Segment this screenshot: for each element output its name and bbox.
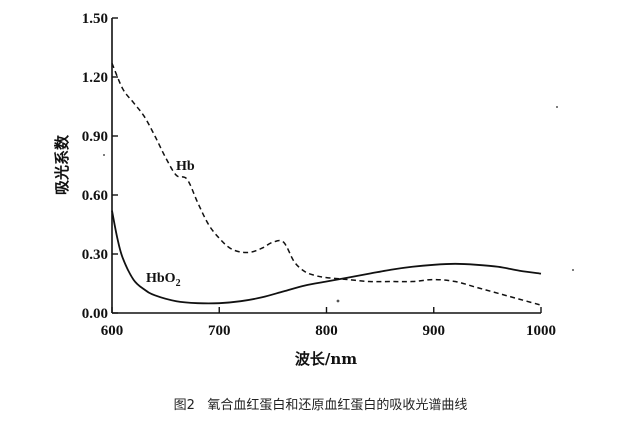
speck — [336, 299, 340, 303]
speck — [572, 269, 574, 271]
series-label-hbo2-subscript: 2 — [176, 278, 181, 289]
figure-caption: 图2 氧合血红蛋白和还原血红蛋白的吸收光谱曲线 — [173, 398, 468, 413]
series-layer — [111, 62, 542, 306]
x-tick-label: 700 — [208, 323, 231, 339]
x-tick-label: 800 — [315, 323, 338, 339]
y-axis-ticks: 0.00 0.30 0.60 0.90 1.20 1.50 — [82, 11, 118, 322]
y-axis-title: 吸光系数 — [53, 134, 71, 195]
y-tick-label: 1.20 — [82, 70, 108, 86]
x-axis-ticks: 600 700 800 900 1000 — [101, 307, 556, 339]
x-tick-label: 900 — [423, 323, 446, 339]
series-label-hbo2-base: HbO — [146, 271, 176, 286]
y-tick-label: 0.00 — [82, 306, 108, 322]
x-tick-label: 1000 — [526, 323, 556, 339]
scan-specks — [103, 106, 574, 303]
series-label-hbo2: HbO2 — [146, 271, 181, 289]
y-tick-label: 1.50 — [82, 11, 108, 27]
x-axis-title: 波长/nm — [295, 350, 357, 368]
y-tick-label: 0.30 — [82, 247, 108, 263]
y-tick-label: 0.60 — [82, 188, 108, 204]
speck — [103, 154, 105, 156]
series-line-hbo2 — [111, 210, 542, 305]
y-tick-label: 0.90 — [82, 129, 108, 145]
x-tick-label: 600 — [101, 323, 124, 339]
series-label-hb: Hb — [176, 159, 195, 174]
series-line-hb — [111, 62, 542, 306]
speck — [556, 106, 558, 108]
